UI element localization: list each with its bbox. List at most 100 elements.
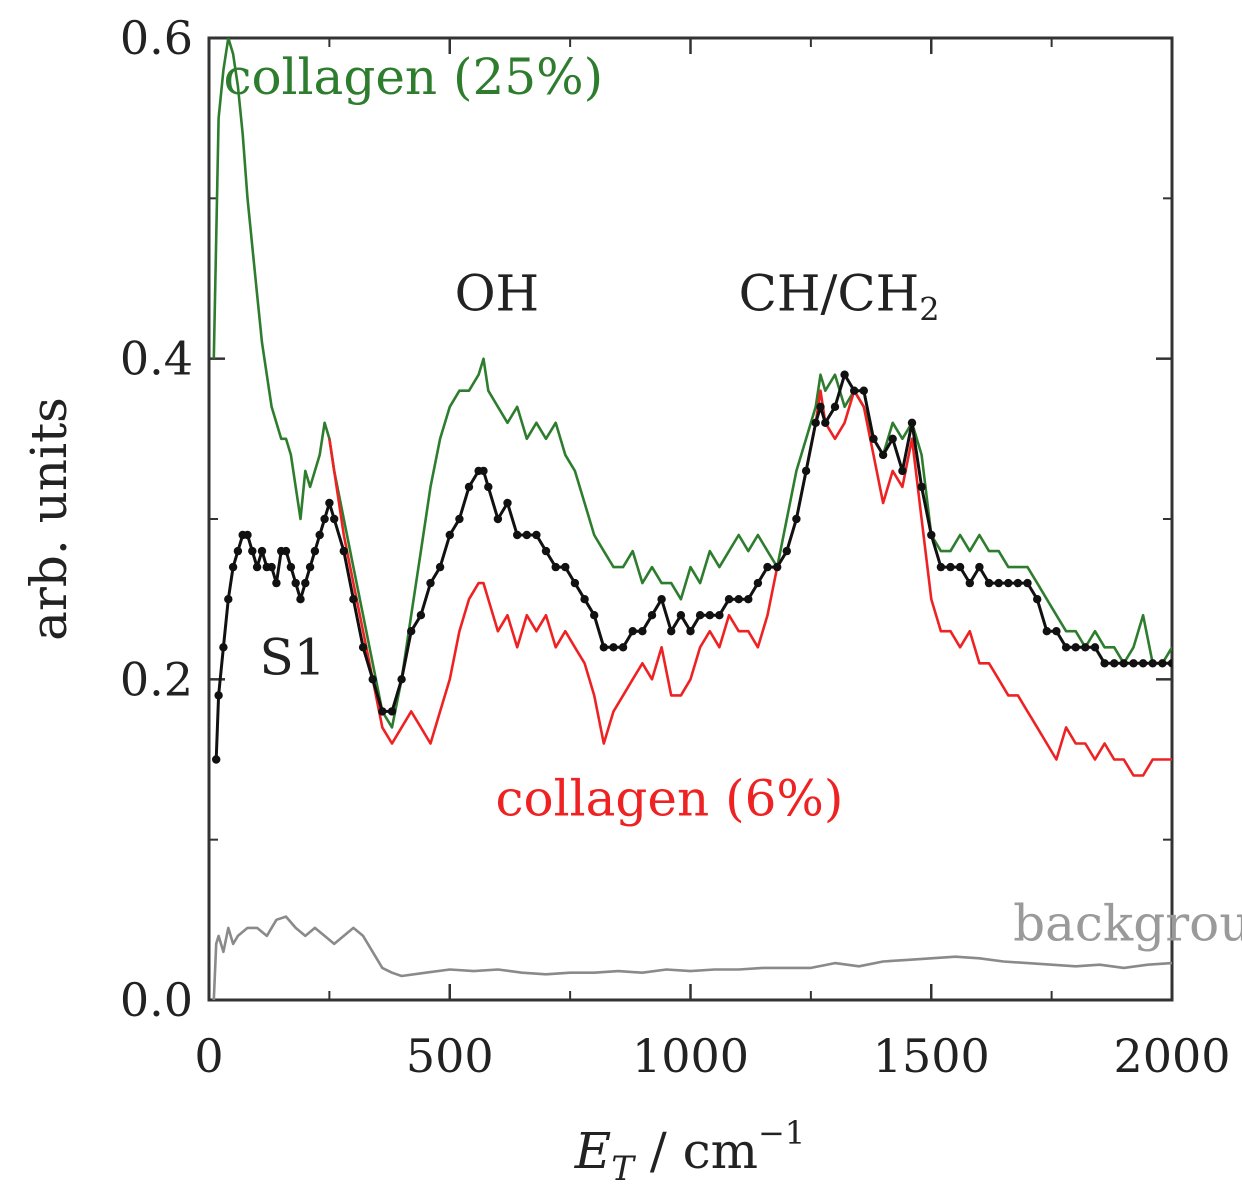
- data-point-s1: [1167, 659, 1172, 668]
- data-point-s1: [599, 643, 608, 652]
- data-point-s1: [907, 418, 917, 427]
- y-tick-label: 0.2: [120, 652, 193, 706]
- y-tick-label: 0.4: [120, 332, 193, 386]
- data-point-s1: [532, 530, 541, 540]
- y-tick-label: 0.6: [120, 11, 193, 65]
- data-point-s1: [734, 595, 743, 604]
- data-point-s1: [927, 530, 936, 540]
- data-point-s1: [1081, 643, 1090, 652]
- data-point-s1: [513, 530, 522, 540]
- data-point-s1: [296, 595, 305, 604]
- data-point-s1: [407, 627, 416, 636]
- data-point-s1: [667, 627, 676, 636]
- series-line-collagen-6: [328, 389, 1172, 777]
- data-point-s1: [479, 466, 488, 476]
- data-point-s1: [898, 466, 907, 476]
- data-point-s1: [503, 498, 512, 508]
- data-point-s1: [917, 482, 926, 492]
- data-point-s1: [291, 578, 300, 588]
- data-point-s1: [1033, 595, 1042, 604]
- annotation-s1: S1: [260, 629, 326, 687]
- data-point-s1: [570, 578, 580, 588]
- data-point-s1: [1004, 578, 1013, 588]
- x-tick-label: 1500: [873, 1029, 990, 1083]
- data-point-s1: [878, 450, 888, 460]
- data-point-s1: [744, 595, 753, 604]
- data-point-s1: [426, 578, 435, 588]
- data-point-s1: [821, 418, 830, 427]
- data-point-s1: [724, 595, 734, 604]
- data-point-s1: [1061, 643, 1071, 652]
- data-point-s1: [233, 546, 243, 556]
- data-point-s1: [850, 386, 859, 395]
- annotation-collagen-25: collagen (25%): [223, 48, 603, 106]
- data-point-s1: [325, 498, 334, 508]
- data-point-s1: [281, 546, 291, 556]
- data-point-s1: [228, 562, 238, 572]
- data-point-s1: [888, 434, 897, 443]
- data-point-s1: [1042, 627, 1052, 636]
- data-point-s1: [243, 530, 252, 540]
- data-point-s1: [753, 578, 763, 588]
- x-tick-label: 500: [406, 1029, 494, 1083]
- data-point-s1: [792, 514, 801, 524]
- data-point-s1: [224, 595, 233, 604]
- data-point-s1: [695, 611, 705, 620]
- data-point-s1: [378, 707, 387, 716]
- data-point-s1: [1013, 578, 1023, 588]
- data-point-s1: [676, 611, 686, 620]
- x-axis-title-unit: / cm: [634, 1122, 758, 1180]
- data-point-s1: [1119, 659, 1129, 668]
- data-point-s1: [773, 562, 782, 572]
- x-tick-label: 1000: [632, 1029, 749, 1083]
- x-axis-title-main: E: [574, 1122, 612, 1180]
- data-point-s1: [339, 546, 348, 556]
- data-point-s1: [763, 562, 772, 572]
- data-point-s1: [493, 514, 503, 524]
- data-point-s1: [1100, 659, 1109, 668]
- data-point-s1: [212, 755, 221, 764]
- annotation-background: background: [1013, 895, 1242, 953]
- annotation-ch-ch: CH/CH2: [739, 265, 940, 329]
- data-point-s1: [590, 611, 599, 620]
- data-point-s1: [628, 627, 637, 636]
- series-line-background: [212, 915, 1172, 1000]
- data-point-s1: [782, 546, 791, 556]
- data-point-s1: [435, 562, 445, 572]
- data-point-s1: [609, 643, 618, 652]
- data-point-s1: [1023, 578, 1032, 588]
- data-point-s1: [541, 546, 551, 556]
- data-point-s1: [214, 691, 223, 700]
- data-point-s1: [320, 514, 329, 524]
- data-point-s1: [464, 482, 474, 492]
- data-point-s1: [657, 595, 666, 604]
- data-point-s1: [1148, 659, 1157, 668]
- data-point-s1: [310, 546, 320, 556]
- data-point-s1: [272, 578, 281, 588]
- data-point-s1: [1138, 659, 1148, 668]
- data-point-s1: [387, 707, 397, 716]
- x-tick-label: 0: [194, 1029, 223, 1083]
- data-point-s1: [936, 562, 946, 572]
- data-point-s1: [561, 562, 570, 572]
- data-point-s1: [1071, 643, 1080, 652]
- data-point-s1: [955, 562, 965, 572]
- data-point-s1: [801, 466, 811, 476]
- data-point-s1: [965, 578, 974, 588]
- axis-ticks: [207, 36, 1174, 1002]
- plot-area-frame: [207, 36, 1174, 1002]
- data-point-s1: [686, 627, 695, 636]
- data-point-s1: [248, 546, 257, 556]
- y-tick-label: 0.0: [120, 973, 193, 1027]
- data-point-s1: [315, 530, 324, 540]
- data-point-s1: [984, 578, 994, 588]
- annotation-oh: OH: [455, 265, 540, 323]
- axis-tick-labels: 0 500 1000 1500 2000 0.0 0.2 0.4 0.6: [120, 11, 1231, 1083]
- data-point-s1: [301, 578, 310, 588]
- data-point-s1: [368, 675, 377, 684]
- data-point-s1: [551, 562, 560, 572]
- data-point-s1: [994, 578, 1003, 588]
- data-point-s1: [330, 514, 339, 524]
- data-point-s1: [618, 643, 628, 652]
